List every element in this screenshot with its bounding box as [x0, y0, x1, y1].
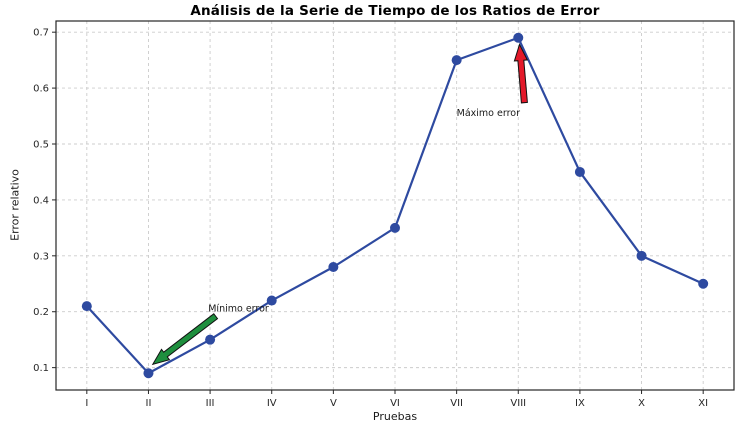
x-tick-label: V [330, 398, 337, 409]
data-point-marker [205, 334, 216, 345]
annotation-text: Mínimo error [208, 304, 269, 315]
annotation-text: Máximo error [457, 108, 520, 119]
y-tick-label: 0.6 [33, 84, 49, 95]
data-point-marker [513, 32, 524, 43]
chart-title: Análisis de la Serie de Tiempo de los Ra… [190, 3, 600, 19]
y-tick-label: 0.4 [33, 195, 49, 206]
x-tick-label: III [206, 398, 215, 409]
x-tick-label: VII [450, 398, 463, 409]
data-point-marker [328, 262, 339, 272]
y-tick-label: 0.2 [33, 307, 49, 318]
x-tick-label: II [146, 398, 152, 409]
x-tick-label: IV [267, 398, 277, 409]
y-axis-label: Error relativo [8, 169, 22, 241]
data-point-marker [636, 250, 647, 261]
data-point-marker [143, 368, 154, 379]
x-tick-label: IX [575, 398, 585, 409]
data-point-marker [451, 55, 462, 66]
y-tick-label: 0.1 [33, 363, 49, 374]
x-tick-label: I [85, 398, 88, 409]
x-tick-label: X [638, 398, 645, 409]
data-point-marker [574, 166, 585, 177]
y-tick-label: 0.3 [33, 251, 49, 262]
x-tick-label: VIII [510, 398, 526, 409]
data-point-marker [266, 295, 277, 306]
annotation-arrow [513, 43, 529, 104]
y-tick-label: 0.7 [33, 28, 49, 39]
y-tick-label: 0.5 [33, 140, 49, 151]
x-tick-label: XI [698, 398, 708, 409]
data-point-marker [81, 301, 92, 312]
annotation-arrow [151, 313, 219, 366]
x-axis-label: Pruebas [372, 410, 418, 423]
x-tick-label: VI [390, 398, 400, 409]
data-point-marker [698, 278, 709, 289]
data-point-marker [390, 222, 400, 233]
